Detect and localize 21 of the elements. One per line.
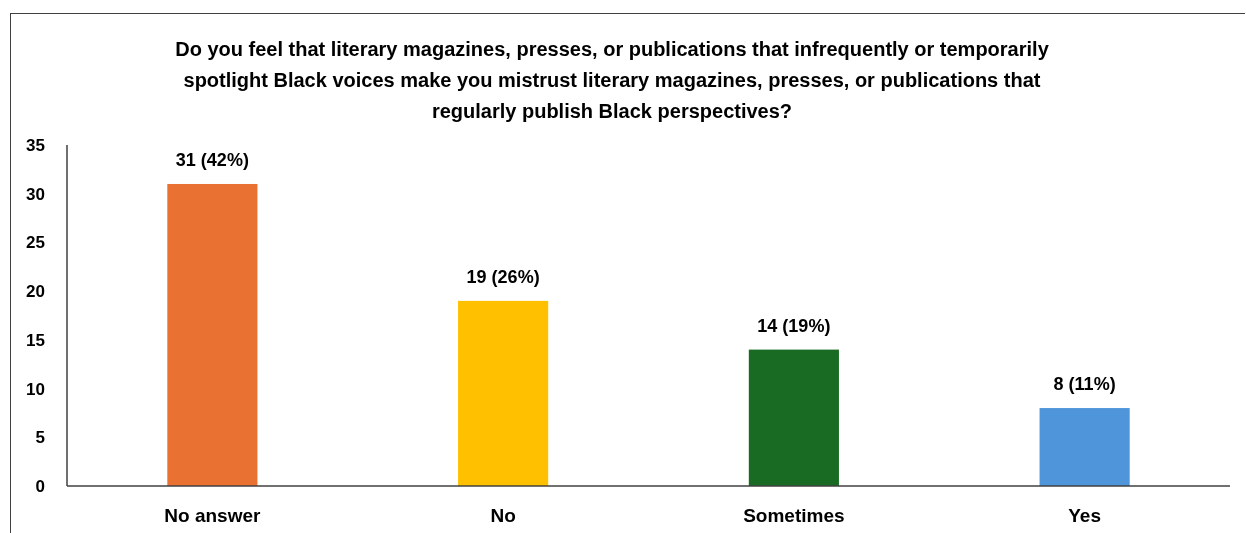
data-label: 14 (19%) xyxy=(757,315,831,336)
y-tick-label: 15 xyxy=(26,330,45,350)
x-tick-label: No xyxy=(490,505,516,526)
y-tick-label: 30 xyxy=(26,184,45,204)
y-tick-label: 5 xyxy=(35,428,45,448)
y-tick-label: 25 xyxy=(26,233,45,253)
y-tick-label: 20 xyxy=(26,282,45,302)
data-label: 31 (42%) xyxy=(175,149,249,170)
chart-title: Do you feel that literary magazines, presses, or publications that infrequently or temporarily spotlight Black voices make you mistrust literary magazines, presses, or publications that regularly publish Black perspectives? xyxy=(175,38,1050,122)
x-tick-label: Yes xyxy=(1068,505,1102,526)
data-label: 19 (26%) xyxy=(466,266,540,287)
bar xyxy=(167,183,258,486)
data-label: 8 (11%) xyxy=(1053,374,1116,395)
y-tick-label: 35 xyxy=(26,135,45,155)
bar xyxy=(458,300,549,486)
x-tick-label: Sometimes xyxy=(743,505,845,526)
bar xyxy=(1039,408,1130,486)
y-tick-label: 10 xyxy=(26,379,45,399)
y-tick-label: 0 xyxy=(35,476,45,496)
bar xyxy=(748,349,839,486)
x-tick-label: No answer xyxy=(164,505,262,526)
